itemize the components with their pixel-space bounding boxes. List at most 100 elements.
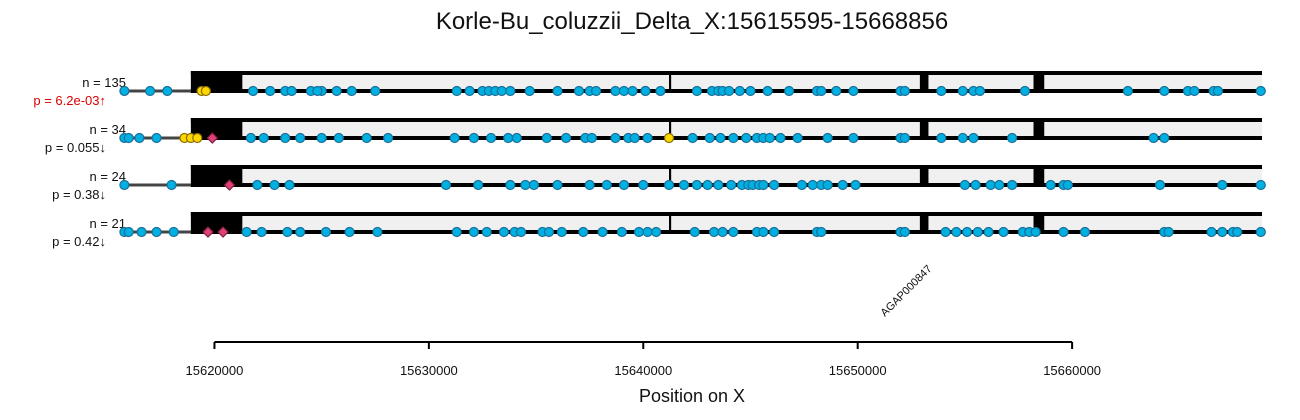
track-4: n = 21 p = 0.42↓ xyxy=(52,212,1266,249)
track-n-label: n = 24 xyxy=(89,169,126,184)
snp-point xyxy=(601,179,612,191)
snp-point xyxy=(1122,85,1133,97)
snp-point xyxy=(936,132,947,144)
snp-point xyxy=(610,85,621,97)
snp-point xyxy=(505,179,516,191)
snp-point xyxy=(762,85,773,97)
snp-point xyxy=(816,85,827,97)
snp-point xyxy=(618,85,630,97)
snp-point-pink xyxy=(217,226,229,238)
snp-point xyxy=(734,85,745,97)
gene-label: AGAP000847 xyxy=(879,263,935,319)
snp-point xyxy=(998,226,1009,238)
snp-point xyxy=(383,132,394,144)
exon-block xyxy=(669,118,672,140)
snp-point xyxy=(1030,226,1041,238)
track-p-label: p = 0.42↓ xyxy=(52,234,106,249)
snp-point xyxy=(1217,179,1228,191)
snp-point xyxy=(496,85,507,97)
snp-point xyxy=(1148,132,1159,144)
track-n-label: n = 21 xyxy=(89,216,126,231)
snp-point xyxy=(344,226,355,238)
snp-point xyxy=(957,132,968,144)
gene-label-group: AGAP000847 xyxy=(879,263,935,319)
snp-point xyxy=(312,85,323,97)
snp-point xyxy=(610,132,621,144)
snp-point xyxy=(678,179,690,191)
snp-point xyxy=(974,85,986,97)
snp-point xyxy=(485,132,497,144)
snp-point xyxy=(166,179,177,191)
exon-block xyxy=(669,71,672,93)
snp-point xyxy=(256,226,267,238)
snp-point xyxy=(520,179,531,191)
snp-point xyxy=(708,226,720,238)
snp-point xyxy=(162,85,173,97)
snp-point xyxy=(642,226,653,238)
snp-point xyxy=(691,85,702,97)
snp-point xyxy=(629,132,640,144)
exon-block xyxy=(669,212,672,234)
snp-point xyxy=(258,132,269,144)
snp-point-yellow xyxy=(663,132,675,144)
snp-point xyxy=(511,132,522,144)
x-tick-label: 15650000 xyxy=(829,363,887,378)
snp-point xyxy=(1255,226,1266,238)
track-p-label: p = 6.2e-03↑ xyxy=(33,93,106,108)
snp-point xyxy=(552,85,563,97)
snp-point xyxy=(959,179,971,191)
exon-block xyxy=(1033,165,1045,187)
snp-point xyxy=(768,226,780,238)
snp-point xyxy=(586,132,597,144)
snp-point xyxy=(119,179,130,191)
snp-point xyxy=(320,226,332,238)
snp-point xyxy=(715,132,726,144)
snp-point xyxy=(983,226,994,238)
snp-point xyxy=(837,179,848,191)
snp-point xyxy=(822,179,833,191)
snp-point xyxy=(1163,226,1174,238)
snp-point xyxy=(1006,179,1018,191)
snp-point xyxy=(713,179,724,191)
snp-point xyxy=(1045,179,1056,191)
snp-point xyxy=(316,132,327,144)
snp-point xyxy=(1006,132,1018,144)
snp-point xyxy=(578,226,589,238)
snp-point xyxy=(633,226,645,238)
snp-point xyxy=(505,85,516,97)
snp-point xyxy=(331,85,342,97)
snp-point xyxy=(1232,226,1243,238)
snp-point xyxy=(940,226,951,238)
track-n-label: n = 34 xyxy=(89,122,126,137)
track-n-label: n = 135 xyxy=(82,75,126,90)
snp-point xyxy=(1159,132,1170,144)
x-tick-label: 15620000 xyxy=(186,363,244,378)
snp-point xyxy=(119,85,130,97)
track-p-label: p = 0.055↓ xyxy=(45,140,106,155)
snp-point xyxy=(768,179,780,191)
snp-point xyxy=(284,179,295,191)
snp-point xyxy=(252,179,263,191)
snp-point xyxy=(758,226,769,238)
snp-point xyxy=(134,132,145,144)
snp-point xyxy=(638,179,649,191)
snp-point xyxy=(1217,226,1228,238)
snp-point-pink xyxy=(202,226,214,238)
snp-point xyxy=(556,226,567,238)
snp-point xyxy=(899,85,910,97)
snp-point xyxy=(584,179,595,191)
snp-point xyxy=(481,226,492,238)
snp-point xyxy=(985,179,996,191)
snp-point xyxy=(728,226,739,238)
snp-point xyxy=(440,179,452,191)
snp-point xyxy=(1255,179,1266,191)
exon-block xyxy=(1033,212,1045,234)
snp-point-pink xyxy=(206,132,219,144)
snp-point xyxy=(758,179,769,191)
snp-point xyxy=(151,132,162,144)
snp-point xyxy=(265,85,276,97)
snp-point xyxy=(723,85,735,97)
snp-point xyxy=(333,132,344,144)
exon-block xyxy=(919,71,929,93)
snp-point xyxy=(346,85,357,97)
